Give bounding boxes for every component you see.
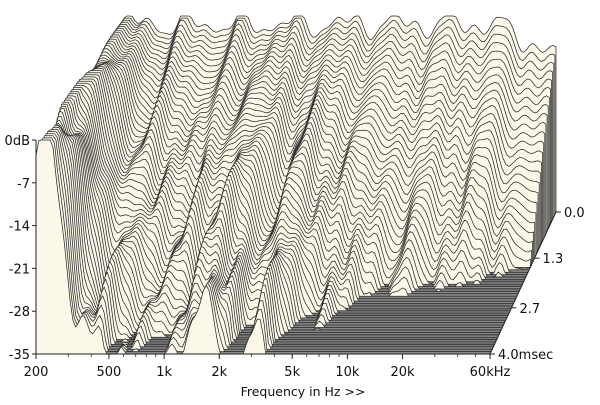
x-tick-label: 60kHz bbox=[470, 365, 511, 380]
x-tick-label: 2k bbox=[211, 365, 227, 380]
y-tick-label: -7 bbox=[17, 177, 30, 192]
decay-slice bbox=[59, 106, 509, 316]
x-tick-label: 5k bbox=[284, 365, 300, 380]
y-tick-label: -14 bbox=[9, 220, 30, 235]
x-axis-title: Frequency in Hz >> bbox=[241, 384, 366, 399]
x-tick-label: 20k bbox=[391, 365, 416, 380]
axes bbox=[32, 139, 561, 359]
time-tick-label: 4.0msec bbox=[498, 348, 553, 363]
cumulative-spectral-decay-surface bbox=[35, 15, 557, 355]
y-tick-label: -28 bbox=[9, 305, 30, 320]
decay-slice bbox=[58, 108, 508, 319]
y-tick-label: -21 bbox=[9, 262, 30, 277]
x-tick-label: 1k bbox=[156, 365, 172, 380]
x-tick-label: 500 bbox=[97, 365, 122, 380]
y-tick-label: -35 bbox=[9, 348, 30, 363]
time-tick-label: 2.7 bbox=[519, 302, 540, 317]
time-tick-label: 1.3 bbox=[543, 252, 564, 267]
y-tick-label: 0dB bbox=[5, 134, 30, 149]
time-axis-line bbox=[489, 211, 557, 355]
x-tick-label: 200 bbox=[24, 365, 49, 380]
tick-labels: 0dB -7 -14 -21 -28 -35 200 500 1k 2k 5k 10k 20k 60kHz… bbox=[5, 134, 585, 380]
x-tick-label: 10k bbox=[335, 365, 360, 380]
time-tick-label: 0.0 bbox=[564, 206, 585, 221]
